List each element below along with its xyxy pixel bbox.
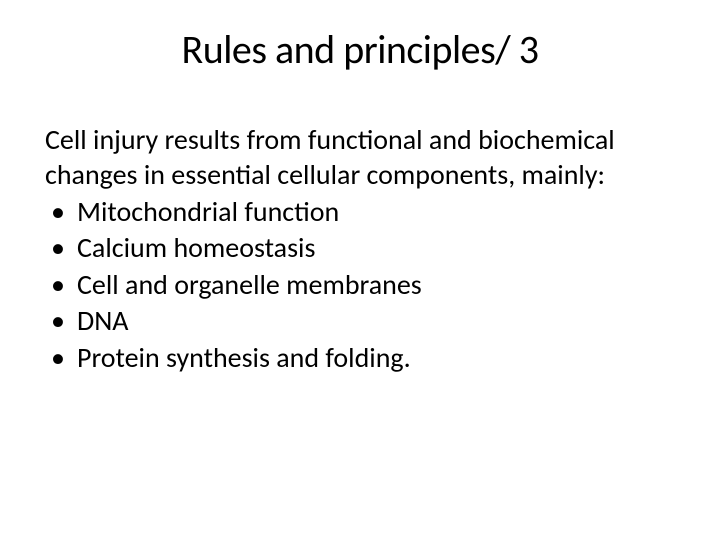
slide-title: Rules and principles/ 3: [45, 25, 675, 74]
list-item: Protein synthesis and folding.: [45, 340, 675, 376]
list-item: Calcium homeostasis: [45, 230, 675, 266]
list-item: Mitochondrial function: [45, 194, 675, 230]
list-item: Cell and organelle membranes: [45, 267, 675, 303]
list-item: DNA: [45, 303, 675, 339]
slide-container: Rules and principles/ 3 Cell injury resu…: [0, 0, 720, 540]
slide-content: Cell injury results from functional and …: [45, 122, 675, 376]
intro-text: Cell injury results from functional and …: [45, 122, 675, 192]
bullet-list: Mitochondrial function Calcium homeostas…: [45, 194, 675, 376]
